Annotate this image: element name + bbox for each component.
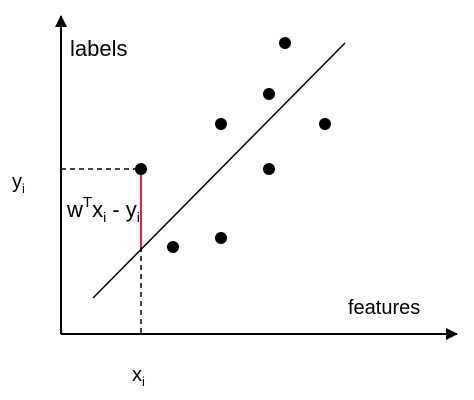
residual-x: x: [92, 197, 103, 222]
residual-sup: T: [83, 194, 92, 211]
residual-minus: -: [106, 197, 126, 222]
data-points: [135, 37, 331, 253]
residual-w: w: [66, 197, 83, 222]
data-point-6: [263, 163, 275, 175]
xi-label: xi: [132, 364, 145, 389]
residual-y: y: [126, 197, 137, 222]
data-point-2: [167, 241, 179, 253]
data-point-3: [215, 118, 227, 130]
y-axis-label: labels: [70, 36, 127, 61]
data-point-7: [279, 37, 291, 49]
yi-label: yi: [12, 171, 25, 196]
residual-label: wTxi - yi: [66, 194, 140, 225]
regression-line: [92, 42, 346, 299]
residual-x-sub: i: [103, 209, 106, 225]
data-point-1: [135, 163, 147, 175]
data-point-8: [319, 118, 331, 130]
xi-sub: i: [142, 374, 145, 389]
yi-main: y: [12, 171, 22, 193]
x-axis-label: features: [348, 297, 420, 319]
xi-main: x: [132, 364, 142, 386]
data-point-5: [263, 88, 275, 100]
residual-y-sub: i: [137, 209, 140, 225]
yi-sub: i: [22, 181, 25, 196]
data-point-4: [215, 232, 227, 244]
